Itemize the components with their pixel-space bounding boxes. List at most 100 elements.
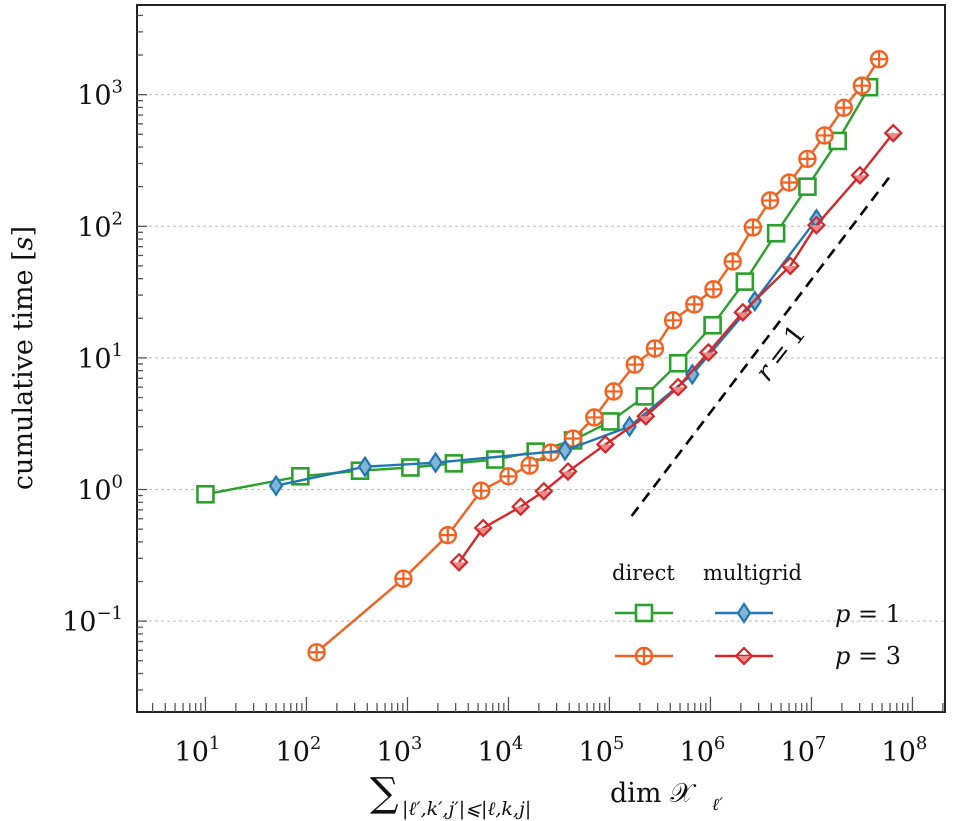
square-marker-icon: [601, 412, 620, 431]
diamond-half-fill: [475, 528, 492, 537]
series-direct-p-3: [307, 49, 889, 662]
plus-stroke: [665, 312, 682, 329]
diamond-half-fill: [451, 562, 468, 571]
series-group: [196, 49, 903, 662]
legend-marker: [634, 603, 654, 623]
diamond-half-fill: [734, 312, 751, 321]
data-point: [852, 76, 872, 95]
diamond-half-fill: [700, 352, 717, 361]
tick-labels: 10−1 100 101 102 103 101 102 103 104 105 106 107 108: [62, 77, 927, 768]
plus-stroke: [871, 51, 888, 68]
data-point: [394, 569, 413, 588]
diamond-marker-icon: [357, 455, 373, 478]
data-point: [869, 49, 889, 69]
plus-stroke: [646, 340, 663, 357]
diamond-half-fill: [670, 387, 687, 396]
x-tick-label: 108: [882, 733, 928, 768]
data-point: [449, 552, 469, 572]
plus-stroke: [636, 648, 652, 664]
data-point: [798, 149, 817, 169]
diamond-marker-icon: [736, 602, 752, 624]
square-marker-icon: [798, 177, 817, 196]
data-point: [798, 177, 817, 196]
plot-frame: [136, 4, 946, 713]
data-point: [760, 191, 780, 210]
y-tick-label: 10−1: [62, 603, 123, 638]
reference-line-label: r=1: [750, 319, 812, 387]
series-line: [205, 86, 871, 496]
data-point: [595, 434, 615, 455]
legend-entry-direct-p-1: [615, 603, 673, 623]
legend-entry-multigrid-p-3: [715, 646, 773, 666]
plus-stroke: [816, 127, 833, 144]
diamond-half-fill: [808, 225, 825, 234]
axis-ticks: [137, 14, 944, 712]
diamond-half-marker-icon: [473, 518, 493, 538]
plus-stroke: [626, 356, 643, 373]
plus-stroke: [835, 99, 852, 116]
data-point: [471, 481, 491, 500]
plus-stroke: [473, 482, 490, 499]
data-point: [815, 126, 834, 145]
series-line: [458, 132, 895, 563]
data-point: [663, 311, 683, 330]
diamond-half-marker-icon: [511, 497, 531, 517]
x-label-main-subscript: ℓ′: [712, 795, 723, 815]
square-marker-icon: [196, 484, 215, 504]
diamond-marker-icon: [684, 363, 700, 386]
data-point: [704, 280, 723, 299]
data-point: [703, 315, 722, 335]
data-point: [685, 295, 704, 314]
data-point: [733, 302, 753, 322]
diamond-half-marker-icon: [558, 461, 578, 482]
data-point: [604, 382, 623, 401]
square-marker-icon: [703, 315, 722, 335]
square-marker-icon: [486, 450, 505, 469]
diamond-marker-icon: [268, 474, 284, 497]
plus-stroke: [724, 253, 741, 270]
data-point: [534, 481, 554, 501]
data-point: [558, 461, 578, 482]
x-tick-label: 101: [175, 733, 221, 768]
legend-marker: [634, 646, 654, 666]
data-point: [668, 353, 688, 373]
plus-stroke: [565, 430, 582, 447]
series-multigrid-p-3: [449, 123, 903, 572]
data-point: [196, 484, 215, 504]
diamond-half-marker-icon: [636, 406, 656, 426]
diamond-half-fill: [512, 506, 529, 515]
square-marker-icon: [444, 454, 464, 473]
data-point: [806, 215, 826, 235]
legend-row-label-p3: p = 3: [835, 642, 901, 670]
x-tick-label: 106: [680, 733, 726, 768]
plus-stroke: [500, 468, 517, 485]
x-tick-label: 103: [377, 733, 423, 768]
plus-stroke: [521, 457, 538, 474]
data-point: [268, 474, 284, 497]
square-marker-icon: [634, 603, 654, 623]
diamond-half-fill: [885, 133, 902, 142]
data-point: [585, 408, 604, 427]
data-point: [357, 455, 373, 478]
x-axis-label: ∑ |ℓ′,k′,j′|⩽|ℓ,k,j| dim 𝒳 ℓ′: [370, 770, 723, 820]
data-point: [735, 272, 755, 291]
diamond-half-fill: [637, 416, 654, 425]
plus-stroke: [395, 570, 412, 587]
plus-stroke: [705, 281, 722, 298]
y-tick-label: 103: [77, 77, 123, 112]
legend: direct multigrid p = 1 p = 3: [612, 561, 901, 670]
data-point: [499, 467, 518, 486]
plus-stroke: [439, 527, 456, 544]
data-point: [401, 458, 420, 477]
legend-header-direct: direct: [612, 561, 675, 585]
data-point: [766, 223, 786, 243]
square-marker-icon: [635, 387, 655, 406]
diamond-half-marker-icon: [734, 646, 754, 666]
series-direct-p-1: [196, 77, 879, 504]
y-tick-label: 100: [77, 472, 123, 507]
data-point: [438, 525, 458, 545]
diamond-half-fill: [851, 175, 868, 184]
square-marker-icon: [766, 223, 786, 243]
plus-stroke: [744, 219, 761, 236]
